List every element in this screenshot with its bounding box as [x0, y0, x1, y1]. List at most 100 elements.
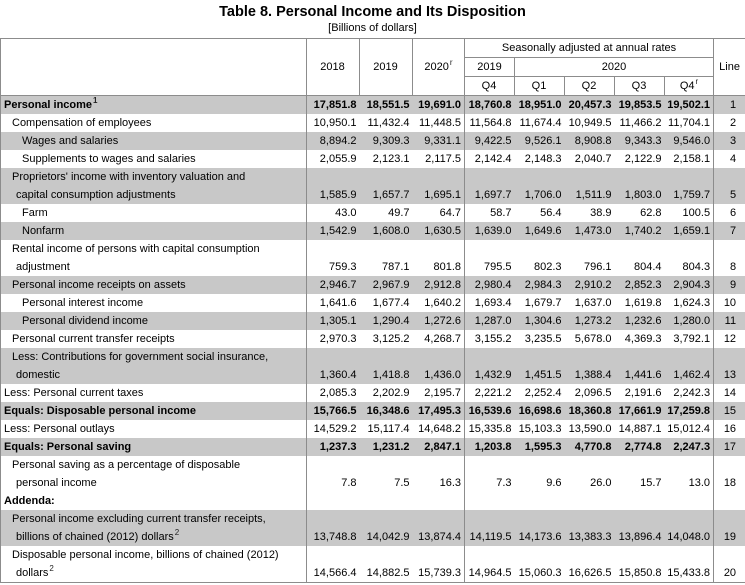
- value-cell: 15,117.4: [367, 423, 410, 435]
- value-cell: 1,624.3: [673, 297, 711, 309]
- value-cell: 7.8: [306, 456, 360, 492]
- row-label: Personal income excluding current transf…: [1, 510, 307, 546]
- value-cell: 14,887.1: [618, 423, 662, 435]
- value-cell: 1,305.1: [306, 312, 360, 330]
- value-cell: 14,173.6: [518, 531, 562, 543]
- line-number: 9: [713, 276, 745, 294]
- table-row: Personal income excluding current transf…: [0, 510, 745, 546]
- quarter-header-q4-2020: Q4r: [663, 76, 715, 96]
- value-cell: 18,760.8: [464, 95, 515, 114]
- value-cell: 2,980.4: [464, 276, 515, 294]
- row-label-line1: Less: Personal outlays: [4, 423, 115, 435]
- value-cell: 759.3: [306, 240, 360, 276]
- row-label: Farm: [1, 204, 307, 222]
- row-label: Disposable personal income, billions of …: [1, 546, 307, 583]
- value-cell: 796.1: [583, 261, 612, 273]
- table-row: Personal saving as a percentage of dispo…: [1, 456, 745, 492]
- value-cell: 1,640.2: [424, 297, 461, 309]
- value-cell: 1,695.1: [424, 189, 461, 201]
- value-cell: [665, 492, 714, 510]
- row-label-line1: Personal interest income: [22, 297, 144, 309]
- value-cell: 17,495.3: [418, 405, 461, 417]
- value-cell: 9,343.3: [624, 135, 662, 147]
- value-cell: 1,659.1: [673, 225, 711, 237]
- value-cell: 2,148.3: [524, 153, 562, 165]
- col-header-2018: 2018: [306, 38, 360, 96]
- value-cell: 1,451.5: [524, 369, 562, 381]
- value-cell: 19,502.1: [667, 99, 711, 111]
- value-cell: 1,641.6: [306, 294, 360, 312]
- value-cell: 15,739.3: [418, 567, 461, 579]
- value-cell: 17,259.8: [667, 405, 711, 417]
- value-cell: 14,048.0: [667, 531, 711, 543]
- value-cell: 1,237.3: [306, 438, 360, 456]
- value-cell: 14,566.4: [306, 546, 360, 583]
- line-number: 13: [713, 348, 745, 384]
- row-label-line1: Supplements to wages and salaries: [22, 153, 196, 165]
- line-number: [713, 492, 745, 510]
- value-cell: 11,704.1: [668, 117, 711, 129]
- row-label-line2: dollars2: [16, 564, 54, 579]
- revision-sup: r: [695, 77, 699, 87]
- line-number: 16: [713, 420, 745, 438]
- table-row: Less: Personal current taxes 2,085.3 2,202…: [1, 384, 745, 402]
- value-cell: [615, 492, 665, 510]
- row-label: Equals: Personal saving: [1, 438, 307, 456]
- row-label: Personal interest income: [1, 294, 307, 312]
- line-number: 12: [713, 330, 745, 348]
- value-cell: 15,103.3: [518, 423, 562, 435]
- line-number: 7: [713, 222, 745, 240]
- value-cell: 11,564.8: [464, 114, 515, 132]
- value-cell: 2,055.9: [306, 150, 360, 168]
- value-cell: 18,951.0: [518, 99, 562, 111]
- value-cell: 2,946.7: [306, 276, 360, 294]
- value-cell: 8,894.2: [306, 132, 360, 150]
- value-cell: 7.5: [394, 477, 410, 489]
- value-cell: 1,418.8: [372, 369, 410, 381]
- line-number: 4: [713, 150, 745, 168]
- row-label-line1: Addenda:: [4, 495, 55, 507]
- quarter-header-q1: Q1: [514, 76, 565, 96]
- value-cell: 787.1: [381, 261, 410, 273]
- table-body: Personal income1 17,851.8 18,551.5 19,691.0…: [0, 95, 745, 583]
- value-cell: 1,462.4: [673, 369, 711, 381]
- row-label: Less: Personal current taxes: [1, 384, 307, 402]
- value-cell: 15,335.8: [464, 420, 515, 438]
- line-number: 17: [713, 438, 745, 456]
- value-cell: 15.7: [640, 477, 662, 489]
- value-cell: 1,287.0: [464, 312, 515, 330]
- value-cell: 2,252.4: [524, 387, 562, 399]
- row-label-line1: Personal dividend income: [22, 315, 148, 327]
- value-cell: 1,619.8: [624, 297, 662, 309]
- row-label-line1: Nonfarm: [22, 225, 65, 237]
- value-cell: 1,441.6: [624, 369, 662, 381]
- row-label-line1: Less: Contributions for government socia…: [12, 351, 269, 363]
- value-cell: 2,910.2: [574, 279, 612, 291]
- table-row: Farm 43.0 49.7 64.7 58.7 56.4 38.9 62.8 100.5 6: [1, 204, 745, 222]
- value-cell: 11,448.5: [418, 117, 461, 129]
- col-header-2020: 2020r: [412, 38, 465, 96]
- row-label: Wages and salaries: [1, 132, 307, 150]
- value-cell: 14,882.5: [366, 567, 410, 579]
- quarter-header-q3: Q3: [614, 76, 665, 96]
- table-row: Nonfarm 1,542.9 1,608.0 1,630.5 1,639.0 1,649…: [0, 222, 745, 240]
- value-cell: 18,360.8: [568, 405, 612, 417]
- value-cell: 13,748.8: [306, 510, 360, 546]
- value-cell: 13,590.0: [568, 423, 612, 435]
- value-cell: 1,803.0: [624, 189, 662, 201]
- value-cell: 4,369.3: [624, 333, 662, 345]
- value-cell: 18,551.5: [366, 99, 410, 111]
- value-cell: 14,119.5: [464, 510, 515, 546]
- row-label: Rental income of persons with capital co…: [1, 240, 307, 276]
- value-cell: [464, 492, 515, 510]
- table-row: Less: Personal outlays 14,529.2 15,117.4 14…: [1, 420, 745, 438]
- row-label-line1: Less: Personal current taxes: [4, 387, 144, 399]
- value-cell: 9.6: [546, 477, 562, 489]
- value-cell: 11,674.4: [519, 117, 562, 129]
- value-cell: 14,964.5: [464, 546, 515, 583]
- value-cell: 9,526.1: [524, 135, 562, 147]
- table-title: Table 8. Personal Income and Its Disposi…: [219, 4, 526, 20]
- row-label-line2: billions of chained (2012) dollars2: [16, 528, 180, 543]
- value-cell: 58.7: [464, 204, 515, 222]
- value-cell: 11,432.4: [367, 117, 410, 129]
